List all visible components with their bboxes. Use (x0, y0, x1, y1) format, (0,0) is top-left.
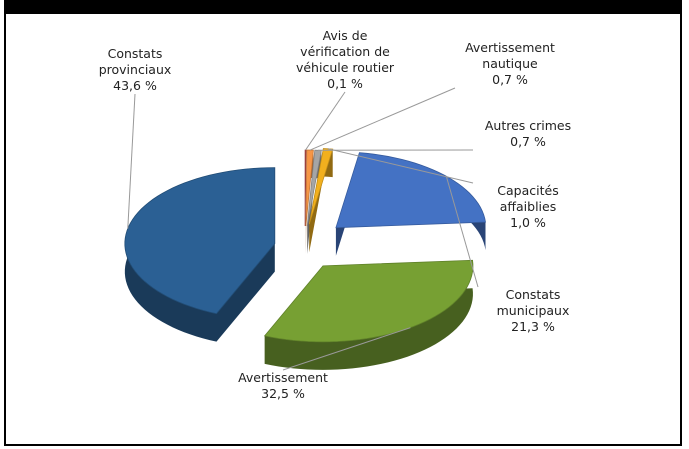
category-label: Autres crimes (484, 118, 572, 133)
slice-label: Capacités affaiblies 1,0 % (473, 183, 583, 231)
slice-label: Constats municipaux 21,3 % (478, 287, 588, 335)
slice-label: Constats provinciaux 43,6 % (80, 46, 190, 94)
slice-tops (124, 148, 486, 343)
slice (308, 148, 334, 225)
leader-line (327, 148, 474, 184)
leader-line (282, 327, 411, 371)
category-label: Capacités affaiblies (497, 183, 559, 214)
slice-label: Avertissement 32,5 % (228, 370, 338, 402)
value-label: 1,0 % (510, 215, 546, 230)
category-label: Constats municipaux (496, 287, 570, 318)
value-label: 0,7 % (510, 134, 546, 149)
category-label: Avertissement nautique (465, 40, 555, 71)
value-label: 43,6 % (113, 78, 157, 93)
leader-line (445, 176, 479, 288)
slice (305, 149, 314, 227)
slice (335, 152, 486, 229)
value-label: 0,7 % (492, 72, 528, 87)
value-label: 21,3 % (511, 319, 555, 334)
leader-line (305, 91, 346, 151)
category-label: Constats provinciaux (98, 46, 172, 77)
slice-label: Avis de vérification de véhicule routier… (295, 28, 395, 92)
value-label: 32,5 % (261, 386, 305, 401)
leader-line (127, 93, 136, 229)
slice-label: Avertissement nautique 0,7 % (455, 40, 565, 88)
category-label: Avertissement (238, 370, 328, 385)
value-label: 0,1 % (327, 76, 363, 91)
chart-frame (4, 0, 682, 446)
category-label: Avis de vérification de véhicule routier (295, 28, 395, 75)
leader-line (309, 87, 456, 151)
slice-side (309, 148, 333, 253)
leader-lines (127, 87, 479, 371)
slice-label: Autres crimes 0,7 % (473, 118, 583, 150)
slice (124, 167, 276, 315)
